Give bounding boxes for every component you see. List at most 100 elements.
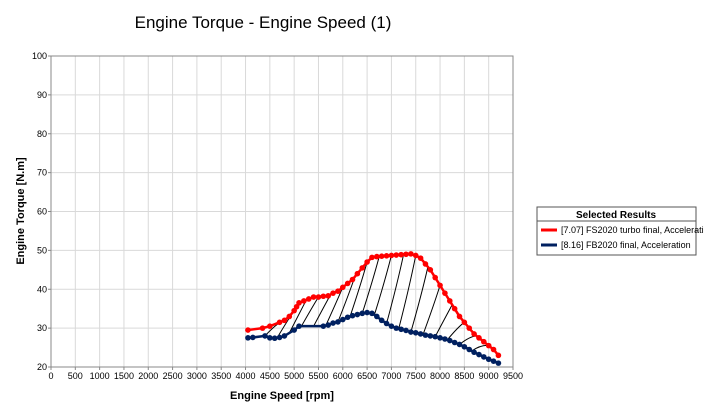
data-point <box>296 300 302 306</box>
legend-title: Selected Results <box>576 210 656 221</box>
data-point <box>403 251 409 258</box>
data-point <box>471 349 477 356</box>
data-point <box>466 346 473 353</box>
data-point <box>281 317 288 324</box>
data-point <box>364 259 370 265</box>
data-point <box>388 252 395 259</box>
y-tick-label: 80 <box>37 129 47 139</box>
hatch-line <box>325 287 344 326</box>
series-1 <box>245 251 502 359</box>
data-point <box>437 335 443 341</box>
x-tick-label: 7500 <box>406 371 426 381</box>
data-point <box>378 253 385 260</box>
data-point <box>325 322 332 328</box>
data-point <box>259 325 266 331</box>
y-tick-label: 90 <box>37 90 47 100</box>
data-point <box>339 284 346 291</box>
data-point <box>417 331 424 337</box>
x-tick-label: 8000 <box>430 371 450 381</box>
hatch-line <box>446 321 465 341</box>
legend-entry-1: [7.07] FS2020 turbo final, Acceleration <box>561 225 704 235</box>
y-tick-label: 60 <box>37 207 47 217</box>
data-point <box>305 296 312 302</box>
data-points <box>245 251 502 366</box>
hatch-line <box>434 304 453 337</box>
y-tick-label: 30 <box>37 323 47 333</box>
data-point <box>291 327 297 333</box>
data-point <box>383 320 390 327</box>
data-point <box>344 280 351 287</box>
data-point <box>335 288 341 294</box>
x-tick-label: 2000 <box>138 371 158 381</box>
data-point <box>393 325 400 331</box>
data-point <box>427 333 434 339</box>
data-point <box>344 314 351 321</box>
data-point <box>456 313 463 320</box>
data-point <box>354 270 361 277</box>
data-point <box>495 360 502 366</box>
data-point <box>461 319 468 326</box>
data-point <box>354 311 361 318</box>
data-point <box>369 254 375 261</box>
data-point <box>427 267 434 273</box>
series-2 <box>245 309 502 366</box>
y-tick-labels: 20 30 40 50 60 70 80 90 100 <box>32 51 47 372</box>
chart-title: Engine Torque - Engine Speed (1) <box>135 13 392 32</box>
x-tick-label: 4500 <box>260 371 280 381</box>
data-point <box>471 331 477 337</box>
data-point <box>466 325 473 331</box>
x-tick-label: 4000 <box>236 371 256 381</box>
plot-area <box>50 55 514 368</box>
x-tick-label: 7000 <box>381 371 401 381</box>
legend-box <box>536 206 697 256</box>
x-tick-label: 500 <box>68 371 83 381</box>
data-point <box>398 251 404 258</box>
data-point <box>485 342 492 349</box>
data-point <box>481 354 487 360</box>
data-point <box>378 317 385 324</box>
data-point <box>250 334 256 341</box>
x-tick-label: 3000 <box>187 371 207 381</box>
data-point <box>286 313 293 320</box>
hatch-line <box>373 255 392 316</box>
data-point <box>481 338 487 345</box>
data-point <box>296 323 302 329</box>
x-tick-label: 9500 <box>503 371 523 381</box>
series-line <box>247 252 500 357</box>
hatch-line <box>349 261 368 317</box>
data-point <box>417 255 424 261</box>
data-point <box>461 343 468 350</box>
data-point <box>267 323 273 329</box>
x-axis-label: Engine Speed [rpm] <box>230 390 334 402</box>
hatch-line <box>386 254 405 324</box>
hatch-line <box>361 256 380 314</box>
data-point <box>432 333 438 340</box>
data-point <box>320 293 327 300</box>
y-tick-label: 40 <box>37 284 47 294</box>
data-point <box>422 332 429 338</box>
hatch-line <box>422 285 441 335</box>
x-tick-label: 8500 <box>454 371 474 381</box>
x-tick-label: 9000 <box>479 371 499 381</box>
data-point <box>442 336 448 342</box>
y-tick-label: 20 <box>37 362 47 372</box>
data-point <box>320 323 327 329</box>
data-point <box>437 282 443 289</box>
legend-entry-2: [8.16] FB2020 final, Acceleration <box>561 240 691 250</box>
hatch-line <box>410 266 429 333</box>
y-tick-label: 100 <box>32 51 47 61</box>
data-point <box>451 339 458 346</box>
data-point <box>281 333 288 339</box>
data-point <box>245 335 251 341</box>
data-point <box>276 334 283 341</box>
data-point <box>451 305 458 312</box>
data-point <box>398 326 404 333</box>
data-point <box>490 346 497 353</box>
data-point <box>310 294 317 300</box>
data-point <box>364 309 370 316</box>
data-point <box>408 329 414 335</box>
x-tick-label: 6000 <box>333 371 353 381</box>
data-point <box>412 252 419 259</box>
data-point <box>301 298 307 304</box>
data-point <box>335 319 341 325</box>
